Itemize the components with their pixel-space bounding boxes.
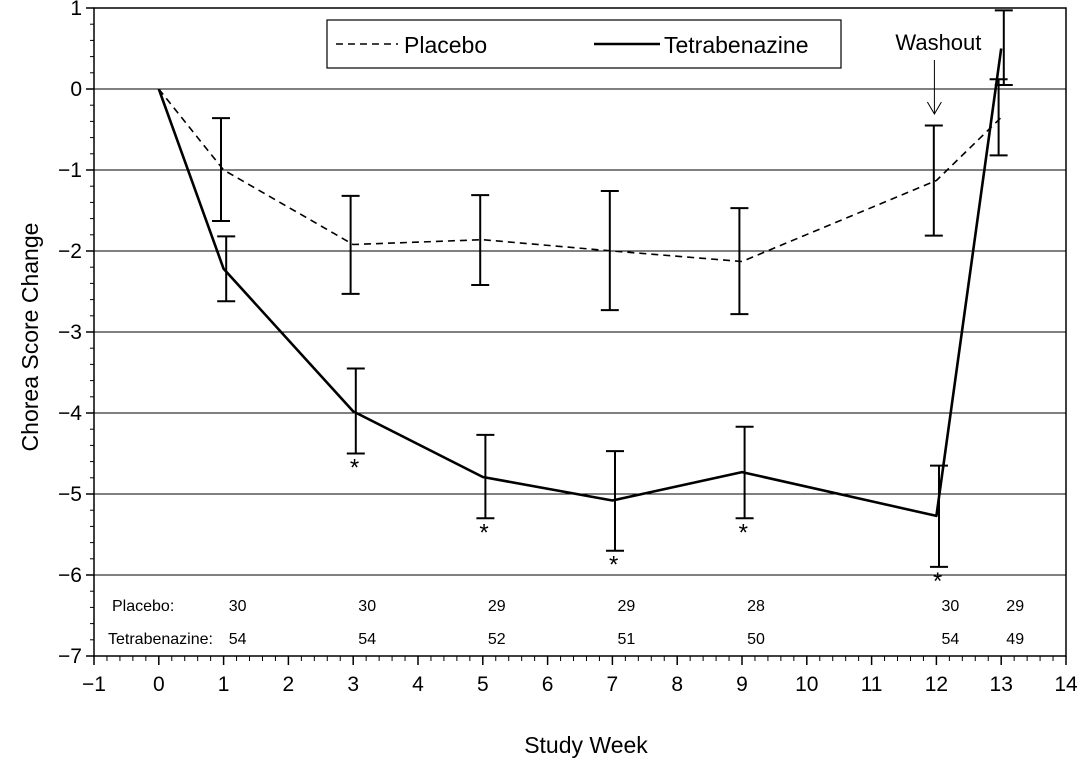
- y-axis-title: Chorea Score Change: [17, 223, 43, 452]
- series-line-tetrabenazine: [157, 48, 1003, 518]
- x-tick-label: −1: [82, 673, 106, 696]
- count-value: 54: [358, 631, 376, 648]
- x-tick-label: 10: [795, 673, 818, 696]
- x-tick-label: 12: [925, 673, 948, 696]
- count-value: 30: [942, 598, 960, 615]
- count-value: 29: [1006, 598, 1024, 615]
- error-bars: [212, 9, 1013, 568]
- legend-box: [326, 19, 842, 69]
- x-tick-label: 6: [542, 673, 554, 696]
- count-value: 51: [618, 631, 636, 648]
- x-tick-label: 5: [477, 673, 489, 696]
- count-value: 28: [747, 598, 765, 615]
- count-value: 30: [358, 598, 376, 615]
- y-tick-label: −2: [58, 240, 82, 263]
- washout-arrow-head: [926, 101, 942, 115]
- count-value: 30: [229, 598, 247, 615]
- count-value: 29: [488, 598, 506, 615]
- legend-label-placebo: Placebo: [404, 32, 487, 58]
- count-row-label: Placebo:: [112, 598, 174, 615]
- y-tick-label: −4: [58, 402, 82, 425]
- y-axis: 1 0 −1 −2 −3 −4 −5 −6 −7: [58, 0, 94, 668]
- y-tick-label: −5: [58, 483, 82, 506]
- count-value: 50: [747, 631, 765, 648]
- x-tick-label: 9: [736, 673, 748, 696]
- significance-star: *: [609, 552, 618, 579]
- x-tick-label: 7: [607, 673, 619, 696]
- x-tick-label: 4: [412, 673, 424, 696]
- count-value: 54: [942, 631, 960, 648]
- y-tick-label: −1: [58, 159, 82, 182]
- legend: Placebo Tetrabenazine: [326, 19, 842, 69]
- significance-markers: * * * * *: [350, 455, 943, 595]
- washout-annotation: Washout: [895, 30, 981, 115]
- x-tick-label: 3: [347, 673, 359, 696]
- y-tick-label: −7: [58, 645, 82, 668]
- washout-label: Washout: [895, 30, 981, 55]
- x-tick-label: 8: [671, 673, 683, 696]
- counts-table: Placebo: 30 30 29 29 28 30 29 Tetrabenazine: 54 54…: [108, 598, 1024, 648]
- series-line-placebo: [158, 88, 1002, 263]
- x-axis: −1 0 1 2 3 4 5 6 7 8 9 10 11 12 13 14: [82, 656, 1077, 696]
- x-tick-label: 11: [861, 673, 883, 696]
- x-axis-title: Study Week: [524, 732, 648, 758]
- x-tick-label: 0: [153, 673, 165, 696]
- y-tick-label: −3: [58, 321, 82, 344]
- significance-star: *: [350, 455, 359, 482]
- count-value: 49: [1006, 631, 1024, 648]
- x-tick-label: 2: [283, 673, 295, 696]
- count-value: 52: [488, 631, 506, 648]
- y-tick-label: −6: [58, 564, 82, 587]
- x-tick-label: 1: [218, 673, 230, 696]
- significance-star: *: [933, 568, 942, 595]
- series-lines: [157, 48, 1003, 518]
- x-tick-label: 14: [1054, 673, 1077, 696]
- significance-star: *: [479, 519, 488, 546]
- count-value: 54: [229, 631, 247, 648]
- y-tick-label: 0: [70, 78, 82, 101]
- count-row-label: Tetrabenazine:: [108, 631, 213, 648]
- count-value: 29: [618, 598, 636, 615]
- legend-label-tetrabenazine: Tetrabenazine: [664, 32, 809, 58]
- significance-star: *: [739, 519, 748, 546]
- gridlines: [94, 88, 1066, 576]
- x-tick-label: 13: [990, 673, 1013, 696]
- y-tick-label: 1: [70, 0, 82, 20]
